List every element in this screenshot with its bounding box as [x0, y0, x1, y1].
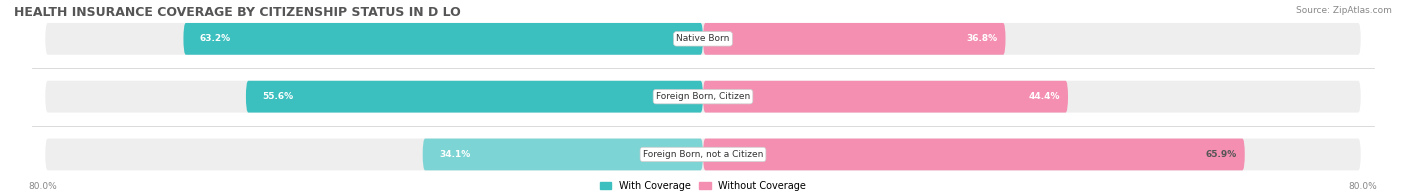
Text: 55.6%: 55.6% [263, 92, 294, 101]
Text: 80.0%: 80.0% [30, 182, 58, 191]
Text: 65.9%: 65.9% [1205, 150, 1237, 159]
FancyBboxPatch shape [183, 23, 703, 55]
FancyBboxPatch shape [703, 81, 1069, 113]
FancyBboxPatch shape [45, 23, 1361, 55]
FancyBboxPatch shape [423, 139, 703, 170]
Text: Native Born: Native Born [676, 34, 730, 43]
Text: 36.8%: 36.8% [966, 34, 997, 43]
FancyBboxPatch shape [45, 81, 1361, 113]
Text: Foreign Born, Citizen: Foreign Born, Citizen [655, 92, 751, 101]
FancyBboxPatch shape [703, 139, 1244, 170]
Legend: With Coverage, Without Coverage: With Coverage, Without Coverage [598, 178, 808, 193]
Text: Foreign Born, not a Citizen: Foreign Born, not a Citizen [643, 150, 763, 159]
FancyBboxPatch shape [45, 139, 1361, 170]
FancyBboxPatch shape [246, 81, 703, 113]
Text: HEALTH INSURANCE COVERAGE BY CITIZENSHIP STATUS IN D LO: HEALTH INSURANCE COVERAGE BY CITIZENSHIP… [14, 6, 461, 19]
Text: 80.0%: 80.0% [1348, 182, 1376, 191]
FancyBboxPatch shape [703, 23, 1005, 55]
Text: 44.4%: 44.4% [1028, 92, 1060, 101]
Text: 34.1%: 34.1% [439, 150, 471, 159]
Text: 63.2%: 63.2% [200, 34, 231, 43]
Text: Source: ZipAtlas.com: Source: ZipAtlas.com [1296, 6, 1392, 15]
